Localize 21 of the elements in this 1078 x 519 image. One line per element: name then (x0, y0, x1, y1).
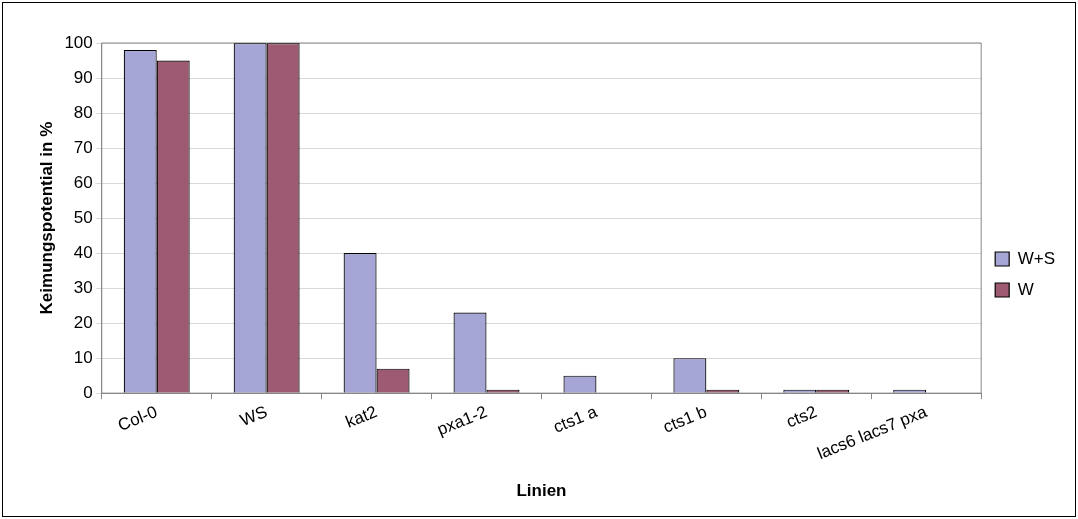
y-tick-label: 0 (83, 382, 93, 402)
y-tick-label: 80 (73, 102, 93, 122)
legend-label: W (1017, 279, 1034, 299)
y-tick-label: 10 (73, 347, 93, 367)
y-tick-label: 30 (73, 277, 93, 297)
y-tick-label: 90 (73, 67, 93, 87)
y-tick-label: 40 (73, 242, 93, 262)
y-tick-label: 50 (73, 207, 93, 227)
legend-label: W+S (1017, 248, 1055, 268)
x-tick-label: kat2 (342, 402, 380, 432)
x-tick-label: WS (237, 402, 270, 430)
y-tick-label: 100 (64, 32, 93, 52)
y-tick-label: 70 (73, 137, 93, 157)
y-tick-label: 60 (73, 172, 93, 192)
y-tick-label: 20 (73, 312, 93, 332)
x-tick-label: cts1 b (660, 402, 710, 437)
y-axis-title: Keimungspotential in % (36, 121, 56, 315)
x-axis-title: Linien (516, 481, 567, 501)
x-tick-label: cts1 a (550, 401, 601, 437)
x-tick-label: Col-0 (115, 402, 160, 435)
x-tick-label: cts2 (783, 402, 820, 432)
